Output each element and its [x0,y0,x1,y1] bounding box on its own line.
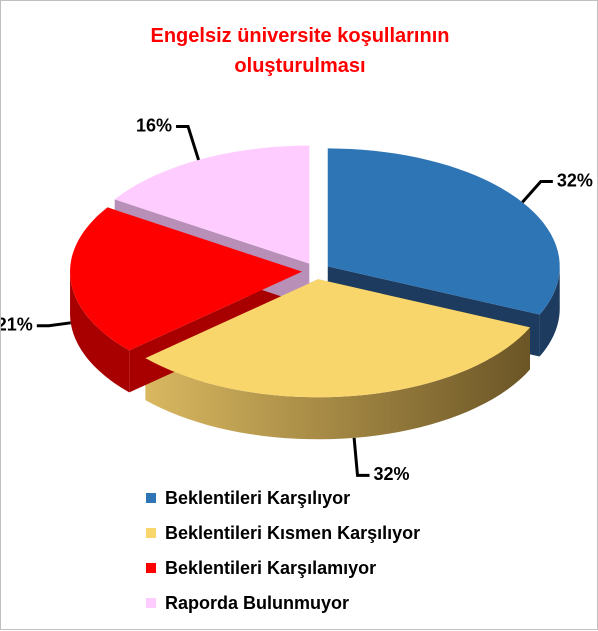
data-label: 16% [136,115,172,135]
slice-side [70,271,130,393]
slice [70,207,303,351]
leader-line [36,321,71,328]
slice [145,279,531,398]
data-label: 32% [557,170,593,190]
legend-label: Beklentileri Karşılıyor [165,488,350,508]
legend-label: Beklentileri Kısmen Karşılıyor [165,523,420,543]
legend-label: Beklentileri Karşılamıyor [165,558,376,578]
slice-side [539,266,560,357]
chart-title: Engelsiz üniversite koşullarının oluştur… [150,25,450,77]
slice [114,145,310,264]
leader-line [176,125,200,161]
legend-swatch [146,598,156,608]
legend-swatch [146,493,156,503]
slice-side [145,327,531,440]
slice [327,148,560,315]
leader-line [521,180,553,204]
leader-line [352,437,370,477]
legend-swatch [146,563,156,573]
data-label: 32% [374,464,410,484]
data-label: 21% [1,315,33,335]
legend-swatch [146,528,156,538]
legend-label: Raporda Bulunmuyor [165,593,349,613]
